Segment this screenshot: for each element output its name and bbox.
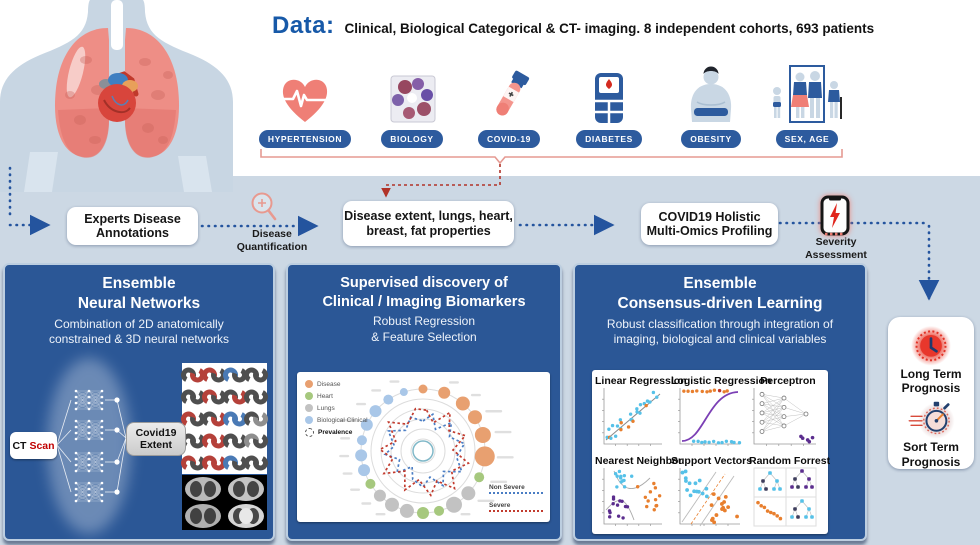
- header: Data: Clinical, Biological Categorical & …: [272, 12, 874, 40]
- torso-lungs-illustration: [0, 0, 233, 192]
- severity-assessment-label: Severity Assessment: [805, 236, 867, 261]
- radar-chart: [338, 380, 514, 519]
- radar-legend: Disease Heart Lungs Biological Clinical …: [305, 378, 368, 438]
- panel-biomarkers-header: Supervised discovery of Clinical / Imagin…: [322, 275, 526, 344]
- profiling-box: COVID19 Holistic Multi-Omics Profiling: [641, 203, 778, 245]
- disease-extent-box: Disease extent, lungs, heart, breast, fat…: [343, 201, 514, 246]
- test-tube-icon: [481, 58, 537, 126]
- classifier-label: Linear Regression: [595, 375, 687, 387]
- heart-illustration: [98, 71, 139, 122]
- cohort-badge-hypertension: HYPERTENSION: [258, 130, 352, 148]
- panel-biomarkers: Supervised discovery of Clinical / Imagin…: [286, 263, 562, 541]
- series-legend-nonsevere: Non Severe: [489, 484, 543, 494]
- magnifier-plus-icon: [251, 192, 277, 221]
- family-icon: [767, 58, 847, 126]
- short-term-stopwatch-icon: [908, 402, 955, 440]
- cohort-badge-biology: BIOLOGY: [381, 130, 443, 148]
- classifier-label: Support Vectors: [671, 455, 753, 467]
- classifier-label: Perceptron: [760, 375, 816, 387]
- cohort-covid19: COVID-19: [457, 58, 561, 148]
- panel-nn-header: Ensemble Neural Networks Combination of 2…: [48, 275, 230, 347]
- covid19-extent-box: Covid19 Extent: [126, 422, 186, 456]
- cohort-badge-covid19: COVID-19: [477, 130, 540, 148]
- neural-network-diagram: [47, 358, 268, 534]
- classifier-miniplots: [602, 388, 817, 527]
- body-silhouette-icon: [683, 58, 739, 126]
- prognosis-box: Long Term Prognosis Sort Term Prognosis: [888, 317, 974, 469]
- cohort-hypertension: HYPERTENSION: [253, 58, 357, 148]
- cohort-sex-age: SEX, AGE: [755, 58, 859, 148]
- data-label: Data:: [272, 12, 335, 39]
- cohort-obesity: OBESITY: [659, 58, 763, 148]
- cohort-badge-sex-age: SEX, AGE: [775, 130, 839, 148]
- cohort-diabetes: DIABETES: [557, 58, 661, 148]
- classifier-label: Nearest Neighbor: [595, 455, 683, 467]
- long-term-clock-icon: [911, 325, 951, 366]
- cohort-badge-diabetes: DIABETES: [576, 130, 642, 148]
- cohort-biology: BIOLOGY: [360, 58, 464, 148]
- disease-quantification-label: Disease Quantification: [236, 228, 308, 253]
- glucose-meter-icon: [581, 58, 637, 126]
- radar-chart-card: Disease Heart Lungs Biological Clinical …: [297, 372, 550, 522]
- panel-neural-networks: Ensemble Neural Networks Combination of 2…: [3, 263, 275, 541]
- series-legend-severe: Severe: [489, 502, 543, 512]
- short-term-prognosis-label: Sort Term Prognosis: [901, 440, 961, 469]
- protein-molecule-icon: [384, 58, 440, 126]
- classifier-label: Random Forrest: [749, 455, 831, 467]
- data-description: Clinical, Biological Categorical & CT- i…: [344, 21, 875, 36]
- classifier-label: Logistic Regression: [671, 375, 772, 387]
- severity-phone-icon: [820, 195, 850, 236]
- experts-annotations-box: Experts Disease Annotations: [67, 207, 198, 245]
- ct-scan-box: CT Scan: [10, 432, 57, 459]
- panel-consensus-learning: Ensemble Consensus-driven Learning Robust…: [573, 263, 867, 541]
- panel-consensus-header: Ensemble Consensus-driven Learning Robust…: [606, 275, 834, 347]
- classifiers-card: Linear Regression Logistic Regression Pe…: [592, 370, 831, 534]
- cohort-badge-obesity: OBESITY: [681, 130, 741, 148]
- long-term-prognosis-label: Long Term Prognosis: [900, 366, 962, 396]
- heart-pulse-icon: [276, 58, 334, 126]
